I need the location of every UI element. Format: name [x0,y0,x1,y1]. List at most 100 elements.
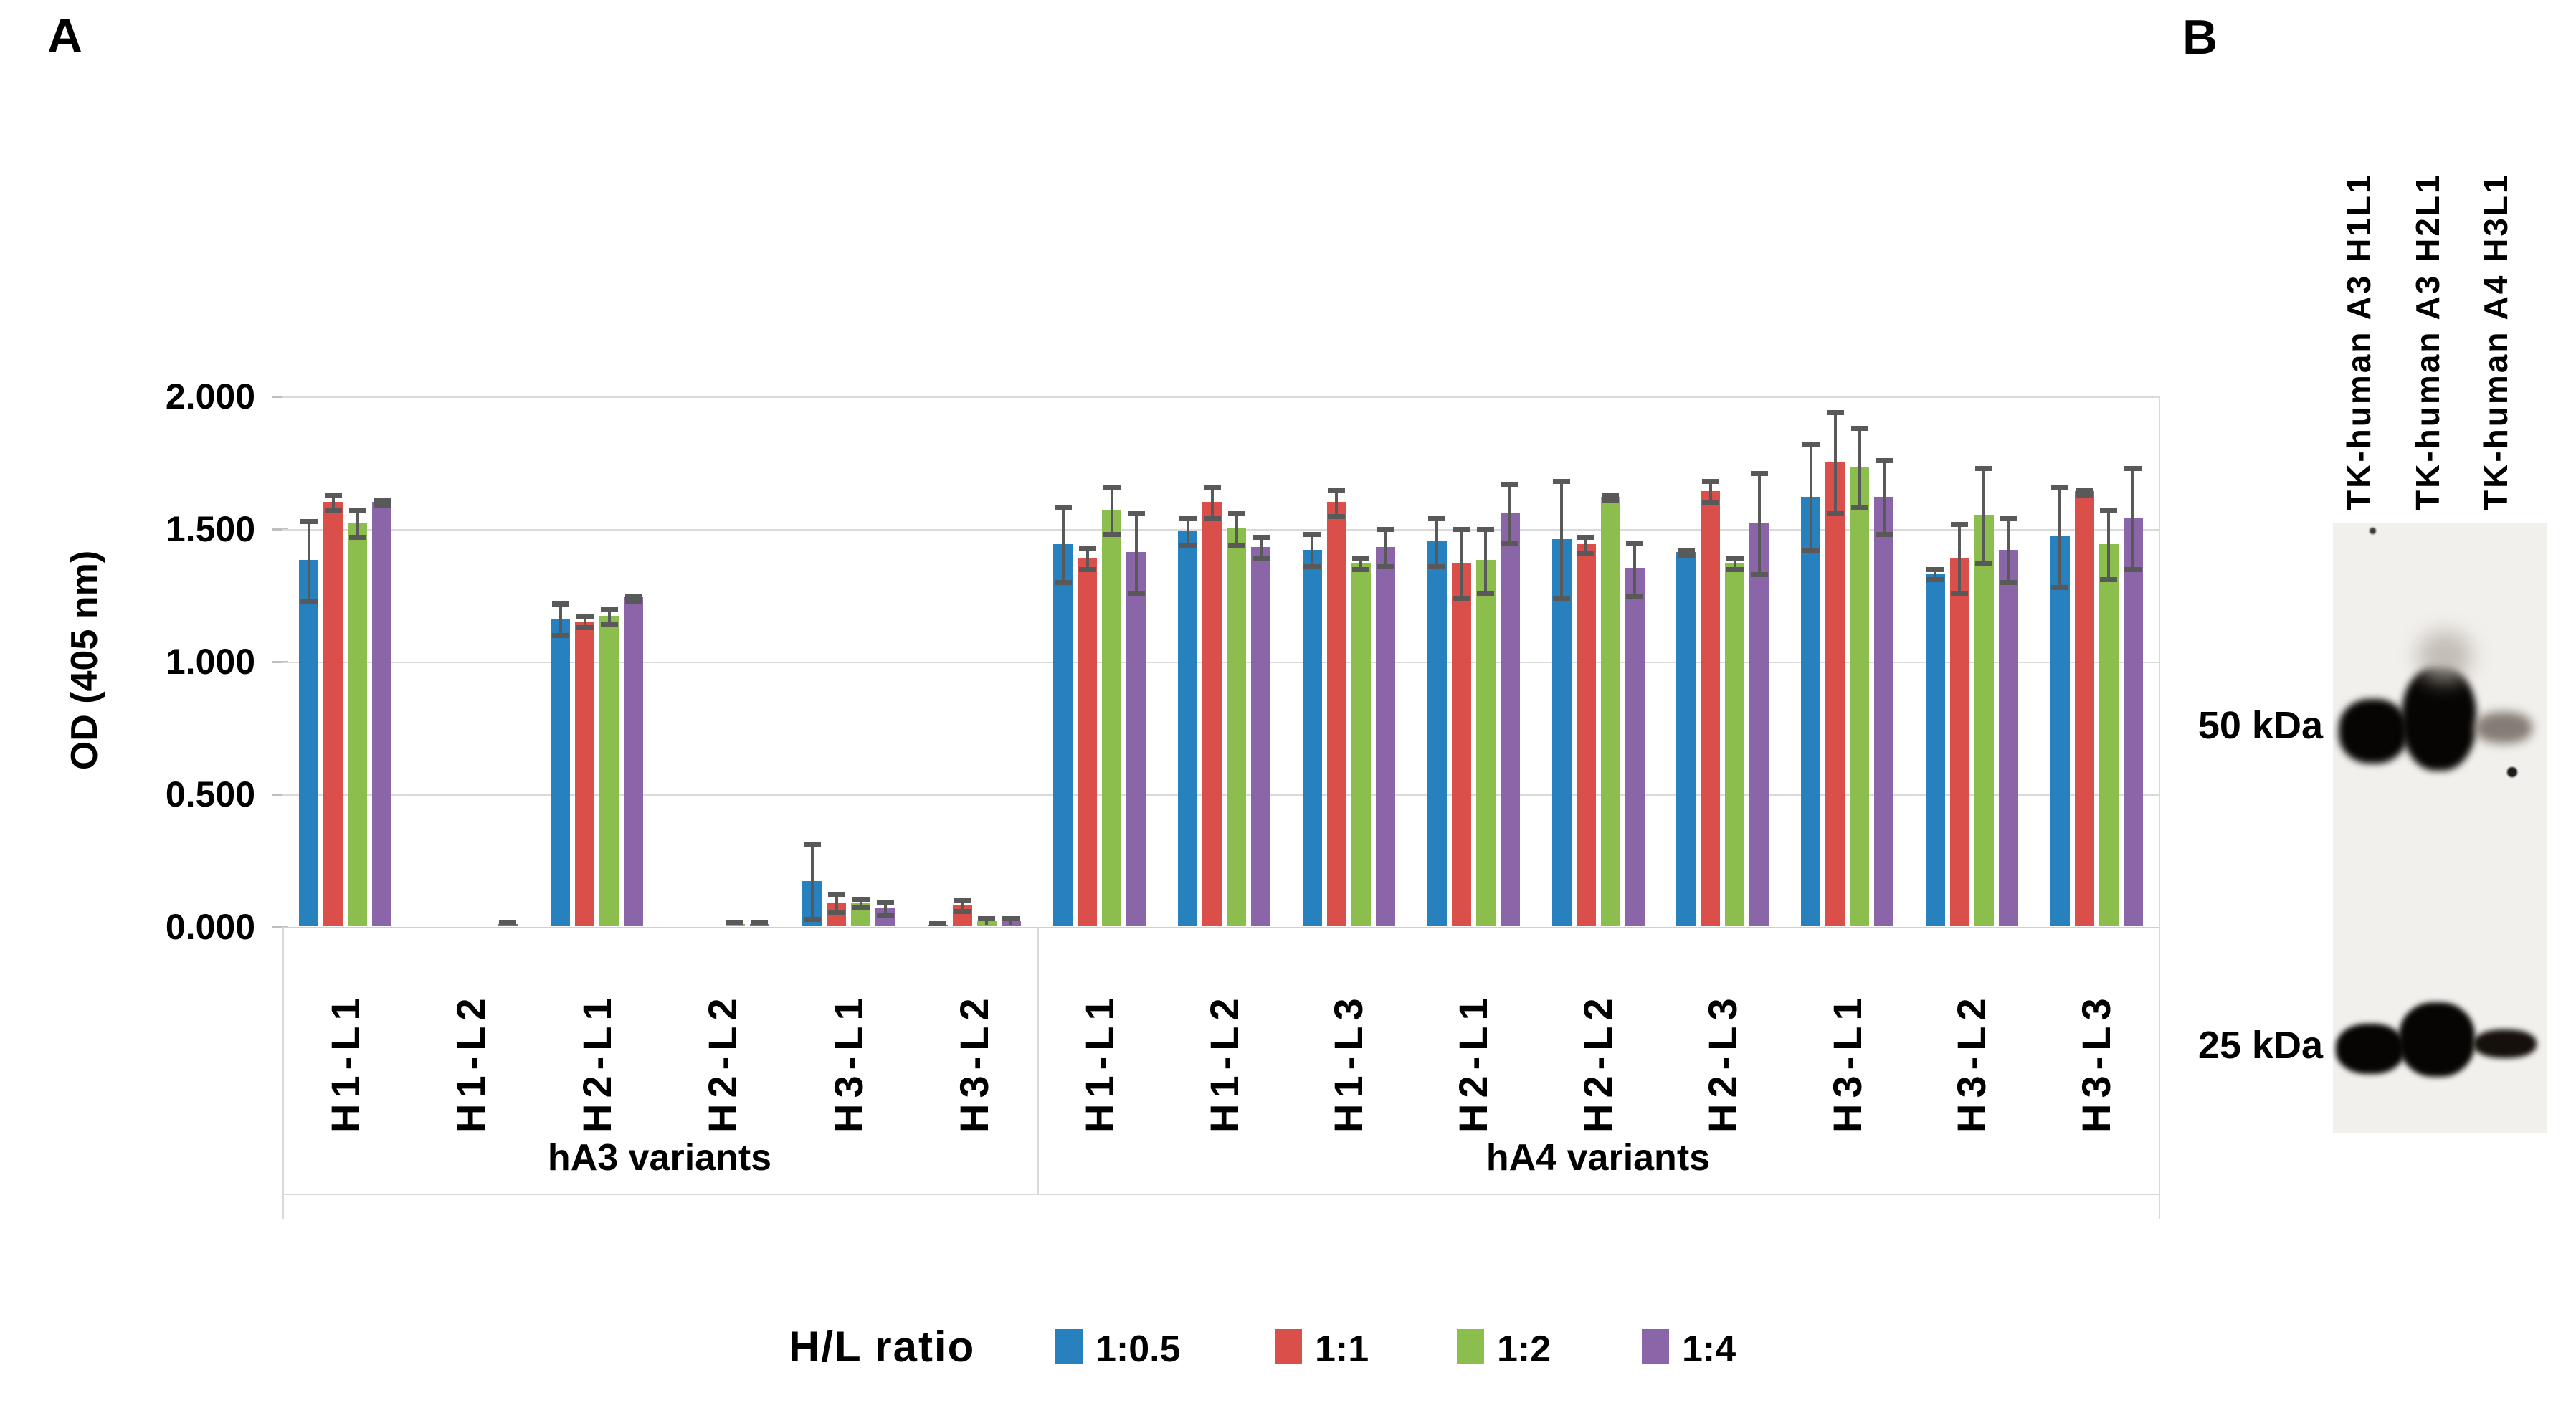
error-bar-stem [1584,537,1587,553]
blot-band-lane1-speck [2370,528,2376,534]
legend-item-label: 1:4 [1682,1328,1736,1370]
bar-1:4-H2-L2 [749,924,769,926]
bar-1:1-H1-L3 [1326,502,1346,926]
bar-1:4-H1-L1 [1126,552,1146,926]
error-bar-cap-top [1078,545,1096,551]
error-bar-stem [1982,467,1986,564]
error-bar-cap-top [2000,516,2017,522]
error-bar-cap-top [300,518,318,524]
error-bar-cap-bottom [624,598,642,604]
blot-band-lane1-strong [2336,1024,2405,1074]
error-bar-cap-bottom [1726,566,1744,572]
error-bar-cap-top [1701,479,1719,485]
error-bar-stem [1210,486,1214,519]
bar-1:0.5-H3-L1 [1801,497,1821,926]
bar-1:4-H3-L3 [2123,518,2143,926]
blot-band-lane2-smudge [2418,631,2472,681]
error-bar-cap-bottom [1103,532,1121,538]
error-bar-stem [1009,918,1013,925]
error-bar-stem [1311,534,1314,566]
bar-1:0.5-H2-L1 [1427,541,1447,926]
error-bar-cap-bottom [1328,513,1346,519]
error-bar-cap-bottom [1577,551,1594,556]
plot-right-border [2159,396,2160,1219]
bar-1:4-H3-L1 [1874,497,1894,926]
error-bar-cap-bottom [348,535,366,541]
error-bar-cap-top [1875,457,1893,463]
error-bar-cap-bottom [551,633,569,638]
bar-1:0.5-H1-L1 [299,560,319,926]
error-bar-stem [1359,558,1363,569]
error-bar-cap-top [1303,532,1321,538]
bar-1:0.5-H3-L2 [1925,574,1945,926]
bar-1:1-H2-L1 [1451,563,1471,926]
error-bar-cap-bottom [1875,532,1893,538]
error-bar-stem [1958,523,1962,593]
bar-1:2-H2-L1 [599,616,619,926]
category-box-left-line [282,927,284,1219]
error-bar-cap-bottom [1453,596,1470,601]
error-bar-cap-top [624,593,642,599]
error-bar-stem [2007,518,2010,582]
y-tick-label: 1.500 [165,509,255,549]
y-tick-label: 0.500 [165,774,255,814]
error-bar-stem [1259,537,1263,558]
error-bar-stem [559,603,562,635]
error-bar-cap-bottom [1203,516,1221,522]
section-title-ha4: hA4 variants [1486,1137,1711,1179]
error-bar-cap-bottom [1602,498,1619,503]
error-bar-cap-bottom [1951,590,1969,596]
error-bar-cap-top [576,614,594,620]
error-bar-cap-top [1926,566,1944,572]
error-bar-stem [810,845,814,919]
error-bar-cap-top [551,601,569,607]
error-bar-stem [307,520,310,601]
y-tick-label: 0.000 [165,907,255,947]
error-bar-cap-top [1328,487,1346,493]
error-bar-cap-bottom [1850,505,1868,511]
error-bar-cap-bottom [2051,585,2069,591]
bar-1:1-H2-L3 [1701,491,1721,926]
legend-item-label: 1:1 [1315,1328,1369,1370]
bar-1:1-H1-L1 [323,502,343,926]
category-box-divider-line [1037,927,1039,1194]
error-bar-cap-bottom [954,908,971,914]
error-bar-stem [1708,481,1712,503]
error-bar-cap-bottom [1252,556,1270,561]
error-bar-stem [2131,467,2135,569]
legend-swatch-1:1 [1275,1329,1302,1364]
error-bar-cap-top [751,919,769,925]
bar-1:4-H1-L2 [498,924,518,926]
error-bar-stem [1061,508,1065,582]
error-bar-cap-bottom [1626,593,1643,599]
bar-1:0.5-H1-L3 [1302,550,1322,926]
error-bar-stem [1235,513,1238,546]
error-bar-cap-bottom [1428,563,1446,569]
section-title-ha3: hA3 variants [547,1137,772,1179]
error-bar-cap-top [1179,516,1197,522]
bar-1:1-H3-L1 [1825,462,1845,926]
error-bar-cap-bottom [876,913,894,918]
error-bar-cap-bottom [1179,543,1197,548]
bar-1:4-H2-L3 [1749,523,1769,926]
error-bar-cap-top [1252,535,1270,541]
legend-swatch-1:2 [1457,1329,1484,1364]
error-bar-cap-bottom [1553,596,1570,601]
error-bar-cap-top [1203,484,1221,490]
error-bar-cap-top [827,891,845,897]
error-bar-stem [607,609,611,625]
error-bar-cap-top [373,498,391,503]
y-axis-tick [272,926,288,928]
error-bar-cap-top [929,921,947,926]
bar-1:2-H3-L2 [1974,515,1994,926]
error-bar-cap-top [1726,556,1744,561]
error-bar-stem [331,494,335,511]
bar-1:2-H3-L3 [2099,544,2119,926]
error-bar-cap-top [803,842,821,848]
bar-1:0.5-H1-L2 [1178,531,1198,926]
error-bar-stem [1833,412,1837,513]
error-bar-stem [1560,481,1563,599]
category-box-bottom-line [282,1194,2159,1195]
